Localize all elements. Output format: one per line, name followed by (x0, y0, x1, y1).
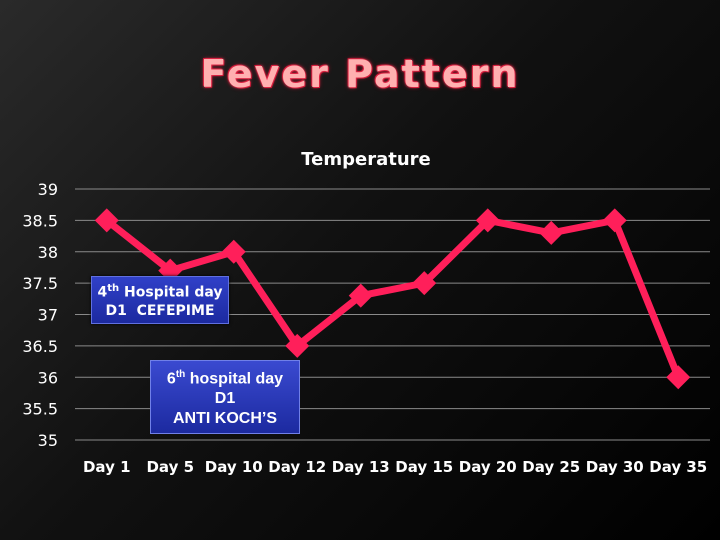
annotation-cefepime-line1: 4th Hospital day (97, 282, 223, 301)
y-axis: 39 38.5 38 37.5 37 36.5 36 35.5 35 (22, 180, 58, 450)
x-tick-label: Day 1 (83, 458, 131, 476)
y-tick-label: 35 (38, 431, 58, 450)
x-tick-label: Day 15 (395, 458, 453, 476)
y-tick-label: 38.5 (22, 211, 58, 230)
annotation-cefepime: 4th Hospital day D1 CEFEPIME (91, 276, 229, 324)
chart-title: Temperature (301, 149, 430, 170)
y-tick-label: 36 (38, 368, 58, 387)
data-point-marker (348, 283, 373, 308)
y-tick-label: 39 (38, 180, 58, 199)
data-point-marker (285, 333, 310, 358)
y-tick-label: 38 (38, 243, 58, 262)
x-tick-label: Day 12 (268, 458, 326, 476)
x-tick-label: Day 10 (205, 458, 263, 476)
annotation-anti-kochs-line1: 6th hospital day (166, 368, 284, 388)
y-tick-label: 35.5 (22, 400, 58, 419)
x-tick-label: Day 13 (332, 458, 390, 476)
data-point-marker (475, 208, 500, 233)
data-point-marker (94, 208, 119, 233)
data-point-marker (602, 208, 627, 233)
y-tick-label: 37.5 (22, 274, 58, 293)
y-tick-label: 36.5 (22, 337, 58, 356)
data-point-marker (666, 365, 691, 390)
data-point-marker (221, 239, 246, 264)
y-tick-label: 37 (38, 306, 58, 325)
x-axis: Day 1 Day 5 Day 10 Day 12 Day 13 Day 15 Day 20… (83, 458, 707, 476)
series-markers (94, 208, 691, 390)
x-tick-label: Day 30 (586, 458, 644, 476)
annotation-anti-kochs: 6th hospital day D1 ANTI KOCH’S (150, 360, 300, 434)
x-tick-label: Day 35 (649, 458, 707, 476)
data-point-marker (412, 271, 437, 296)
annotation-anti-kochs-line2: D1 (214, 390, 236, 408)
data-point-marker (539, 220, 564, 245)
x-tick-label: Day 20 (459, 458, 517, 476)
x-tick-label: Day 5 (146, 458, 194, 476)
x-tick-label: Day 25 (522, 458, 580, 476)
series-line (103, 216, 682, 381)
annotation-anti-kochs-line3: ANTI KOCH’S (173, 410, 277, 428)
annotation-cefepime-line2: D1 CEFEPIME (105, 303, 215, 320)
slide-title: Fever Pattern (200, 52, 520, 96)
